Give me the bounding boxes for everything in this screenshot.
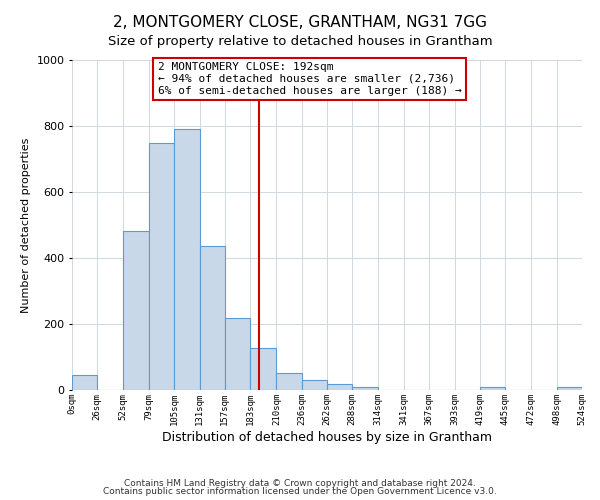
Text: Contains HM Land Registry data © Crown copyright and database right 2024.: Contains HM Land Registry data © Crown c… [124,478,476,488]
Text: 2, MONTGOMERY CLOSE, GRANTHAM, NG31 7GG: 2, MONTGOMERY CLOSE, GRANTHAM, NG31 7GG [113,15,487,30]
X-axis label: Distribution of detached houses by size in Grantham: Distribution of detached houses by size … [162,430,492,444]
Bar [174,130,200,390]
Text: 2 MONTGOMERY CLOSE: 192sqm
← 94% of detached houses are smaller (2,736)
6% of se: 2 MONTGOMERY CLOSE: 192sqm ← 94% of deta… [158,62,461,96]
Bar [480,388,505,390]
Bar [327,384,352,390]
Y-axis label: Number of detached properties: Number of detached properties [21,138,31,312]
Bar [149,142,174,390]
Bar [122,230,149,390]
Bar [557,388,582,390]
Text: Size of property relative to detached houses in Grantham: Size of property relative to detached ho… [107,35,493,48]
Bar [250,348,277,390]
Bar [72,376,97,390]
Bar [352,386,377,390]
Bar [225,318,250,390]
Text: Contains public sector information licensed under the Open Government Licence v3: Contains public sector information licen… [103,487,497,496]
Bar [302,380,327,390]
Bar [277,373,302,390]
Bar [199,246,225,390]
